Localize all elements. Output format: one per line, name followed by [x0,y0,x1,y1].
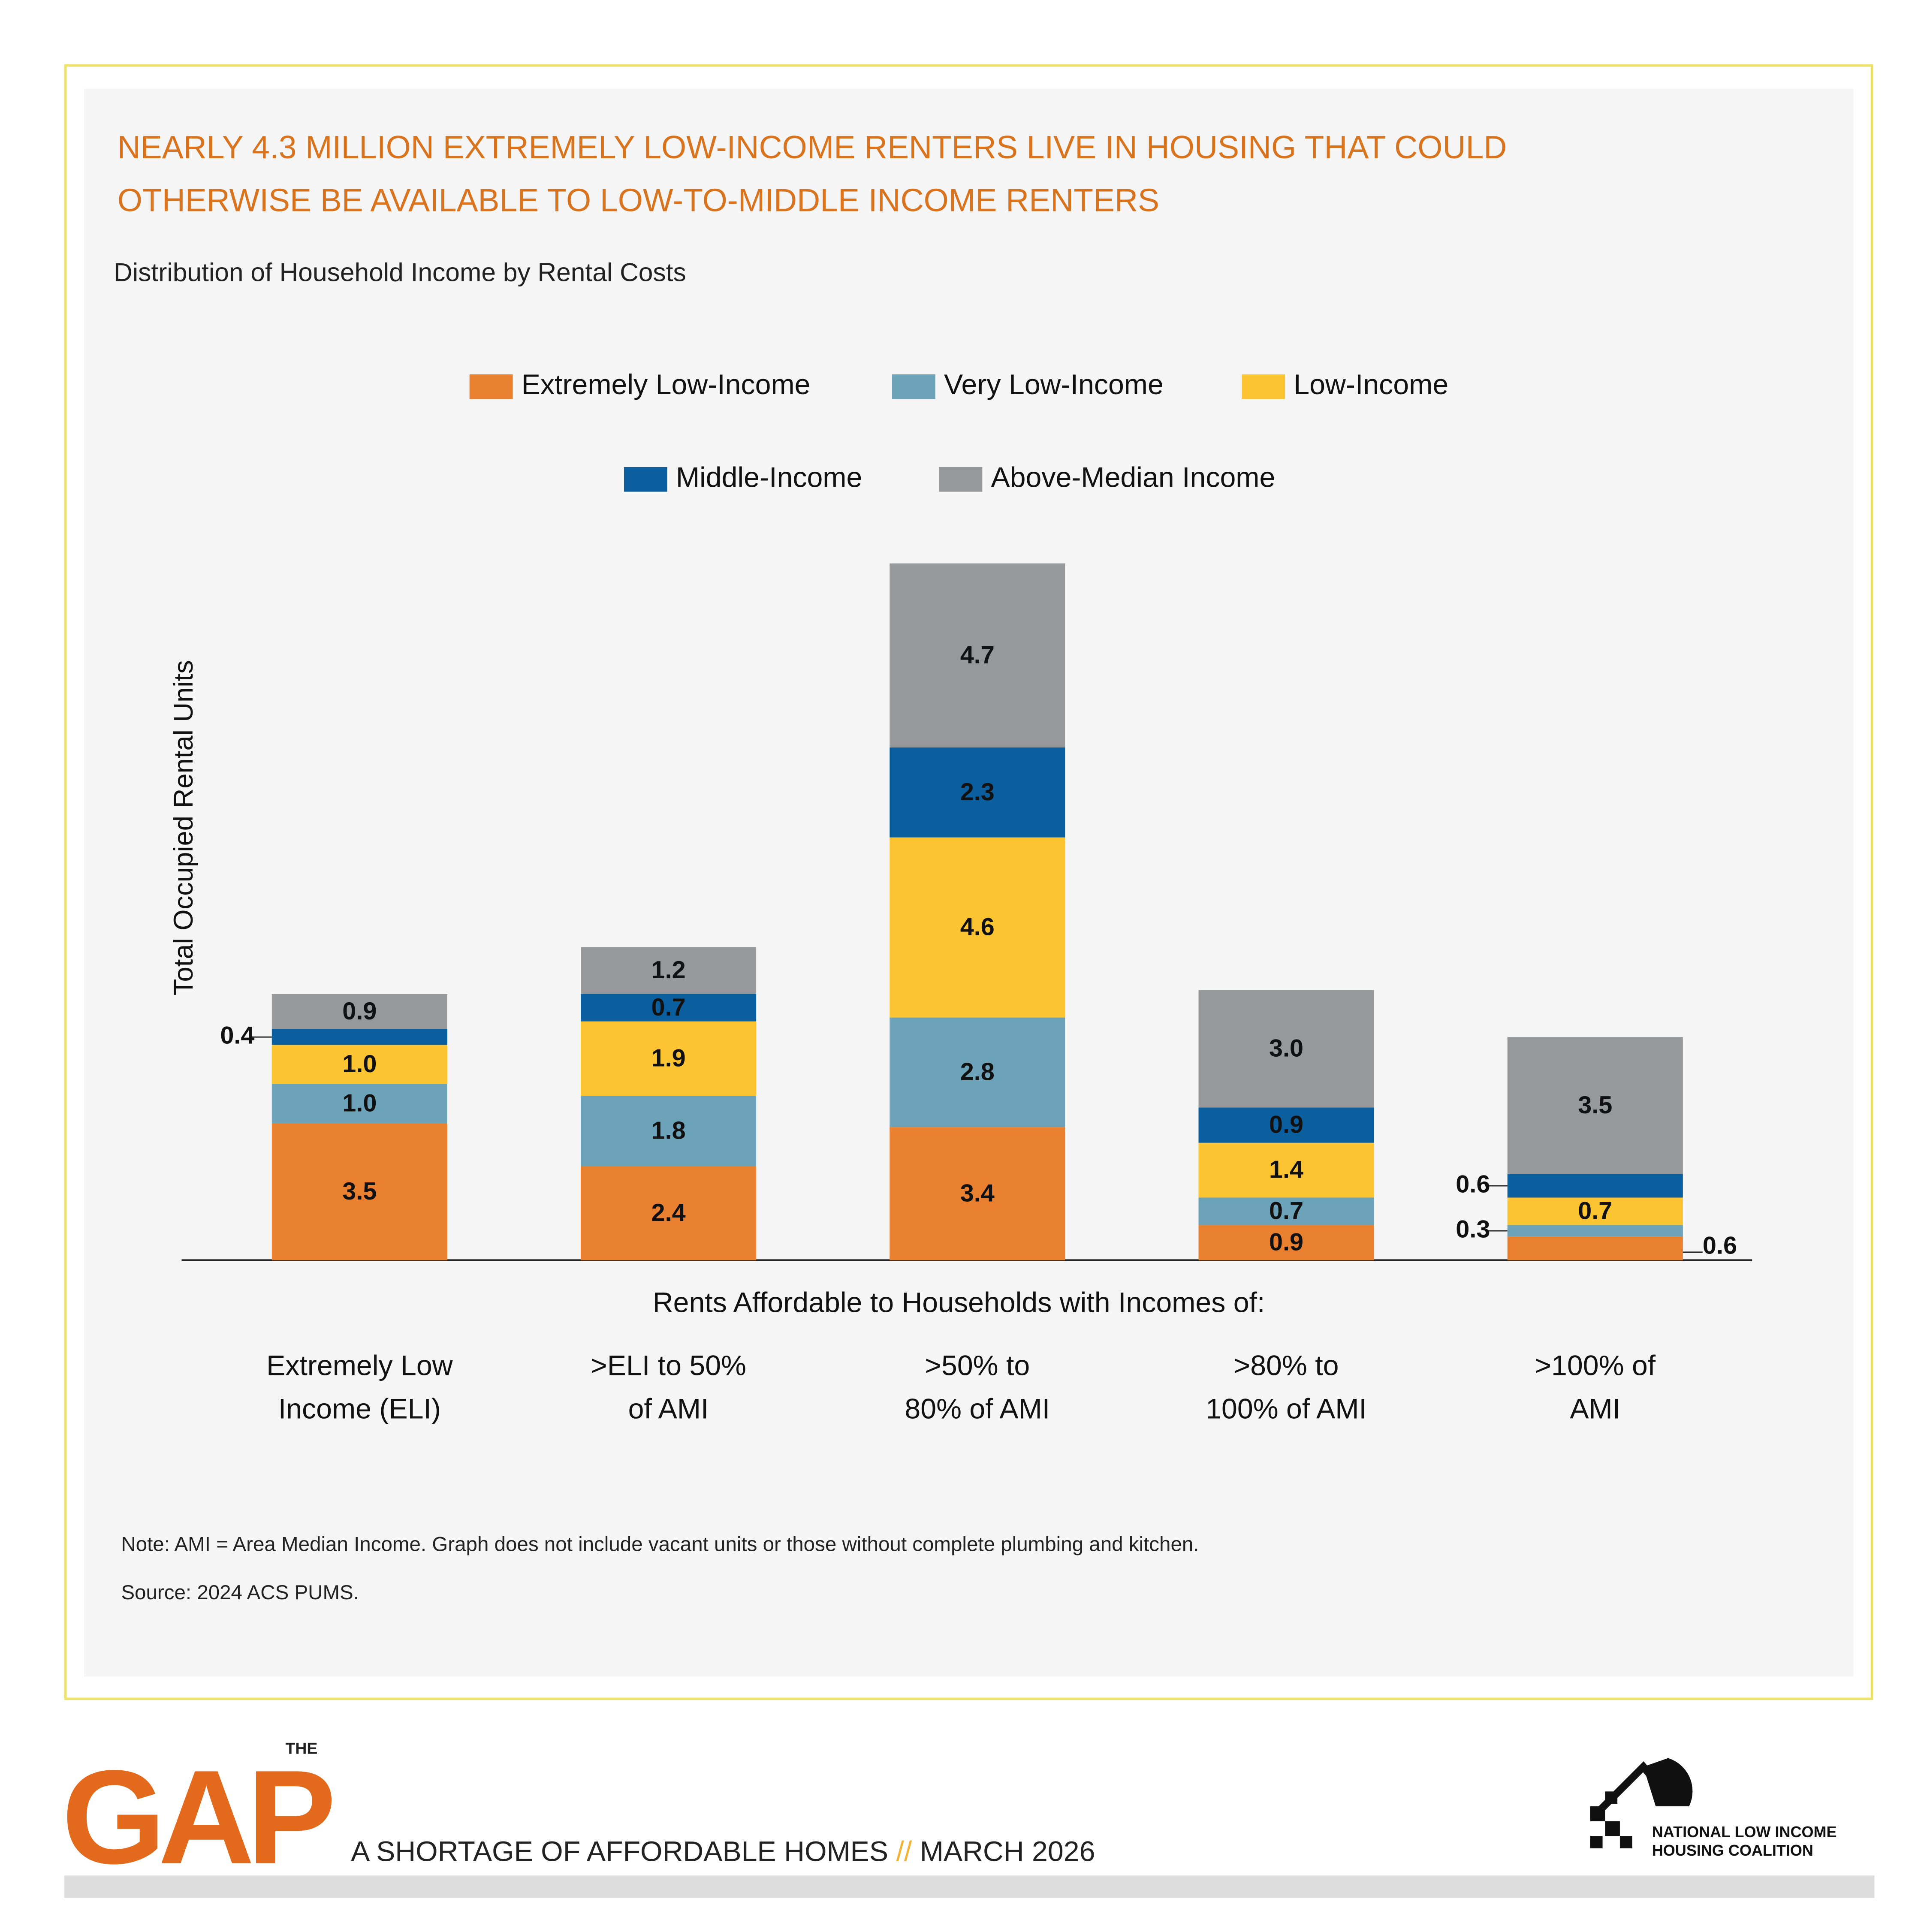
bar-segment [271,1084,447,1124]
bar-segment [1507,1197,1683,1225]
bar-segment [1507,1236,1683,1260]
footer-brand: GAP [62,1742,332,1891]
bar-segment [581,947,757,994]
bar-segment [1198,1142,1374,1198]
value-label: 0.7 [1269,1197,1303,1225]
x-axis-title: Rents Affordable to Households with Inco… [653,1287,1265,1319]
value-label: 4.6 [960,913,995,941]
legend-label: Low-Income [1294,369,1448,401]
value-label: 2.4 [651,1199,686,1227]
legend-swatch [469,374,513,399]
logo [1590,1758,1693,1848]
legend-swatch [1242,374,1285,399]
value-label: 0.9 [1269,1229,1303,1256]
bar-segment [581,994,757,1022]
value-label: 0.4 [220,1022,254,1049]
bar-segment [890,1127,1065,1260]
logo-block [1605,1821,1620,1836]
footer-bar [64,1875,1875,1898]
bar-segment [1507,1037,1683,1174]
value-label: 0.3 [1456,1215,1490,1243]
bar-segment [581,1096,757,1166]
value-label: 2.3 [960,778,995,806]
footer-separator: // [896,1836,912,1867]
value-label: 0.7 [1578,1197,1612,1225]
value-label: 3.5 [342,1178,377,1205]
bar-segment [581,1166,757,1260]
legend-label: Very Low-Income [944,369,1164,401]
legend-swatch [939,467,983,492]
value-label: 1.0 [342,1090,377,1117]
bar-segment [890,837,1065,1018]
bar-segment [271,1045,447,1084]
value-label: 0.6 [1703,1232,1737,1259]
organization: NATIONAL LOW INCOME HOUSING COALITION [1652,1823,1837,1860]
footer-tagline-line: A SHORTAGE OF AFFORDABLE HOMES // MARCH … [351,1836,1095,1867]
value-label: 3.4 [960,1179,995,1207]
logo-block [1619,1836,1632,1848]
x-tick-label: >100% of AMI [1535,1349,1656,1425]
x-tick-label: >50% to 80% of AMI [905,1349,1050,1425]
value-label: 0.9 [342,998,377,1025]
bar-segment [271,994,447,1029]
legend-label: Middle-Income [676,461,862,493]
logo-text-box: NATIONAL LOW INCOME HOUSING COALITION [1652,1823,1837,1860]
x-tick-label-box: >80% to 100% of AMI [1206,1349,1367,1425]
legend-swatch [892,374,935,399]
x-tick-label-box: >100% of AMI [1535,1349,1656,1425]
chart-title: NEARLY 4.3 MILLION EXTREMELY LOW-INCOME … [117,128,1507,219]
legend-label: Above-Median Income [991,461,1275,493]
x-tick-label: >ELI to 50% of AMI [591,1349,746,1425]
logo-sun [1643,1758,1693,1806]
y-axis-title: Total Occupied Rental Units [169,660,199,995]
footer-tagline: A SHORTAGE OF AFFORDABLE HOMES [351,1836,888,1867]
value-label: 0.7 [651,994,686,1021]
bar-segment [1198,1197,1374,1225]
source: Source: 2024 ACS PUMS. [121,1581,359,1604]
title-box: NEARLY 4.3 MILLION EXTREMELY LOW-INCOME … [117,128,1507,219]
value-label: 1.4 [1269,1156,1303,1184]
note: Note: AMI = Area Median Income. Graph do… [121,1533,1199,1556]
logo-block [1605,1791,1618,1804]
bar-segment [271,1123,447,1260]
x-tick-label-box: >ELI to 50% of AMI [591,1349,746,1425]
bar-segment [271,1029,447,1045]
value-label: 3.0 [1269,1035,1303,1062]
value-label: 1.2 [651,956,686,984]
value-label: 2.8 [960,1058,995,1085]
bar-segment [1507,1174,1683,1198]
value-label: 1.0 [342,1050,377,1078]
bar-segment [1507,1225,1683,1237]
x-tick-label-box: >50% to 80% of AMI [905,1349,1050,1425]
value-label: 0.6 [1456,1170,1490,1198]
bar-segment [1198,1225,1374,1260]
footer-date: MARCH 2026 [920,1836,1095,1867]
footer-the: THE [285,1739,317,1757]
bar-segment [890,1017,1065,1127]
legend-label: Extremely Low-Income [522,369,811,401]
x-tick-label-box: Extremely Low Income (ELI) [266,1349,453,1425]
value-label: 0.9 [1269,1111,1303,1139]
logo-block [1590,1836,1603,1848]
bar-segment [1198,1107,1374,1143]
value-label: 3.5 [1578,1091,1612,1119]
value-label: 4.7 [960,641,995,669]
x-tick-label: Extremely Low Income (ELI) [266,1349,453,1425]
bar-segment [890,747,1065,838]
value-label: 1.8 [651,1117,686,1144]
legend-swatch [624,467,667,492]
bar-segment [1198,990,1374,1108]
x-tick-label: >80% to 100% of AMI [1206,1349,1367,1425]
bar-segment [581,1021,757,1096]
bar-segment [890,563,1065,747]
value-label: 1.9 [651,1045,686,1072]
subtitle: Distribution of Household Income by Rent… [114,258,686,287]
logo-block [1590,1806,1605,1821]
